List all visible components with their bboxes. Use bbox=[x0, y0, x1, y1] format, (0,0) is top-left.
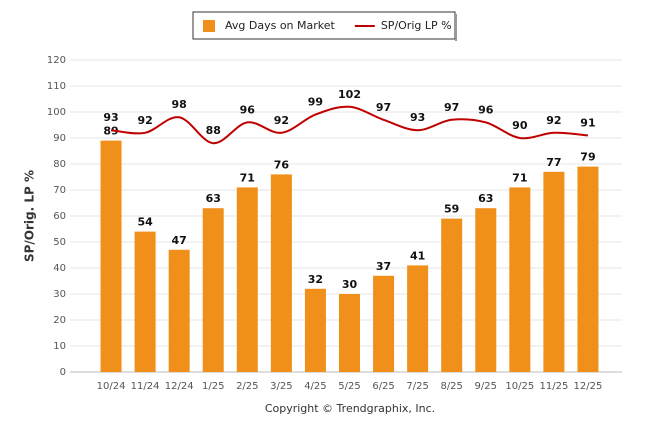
x-tick-label: 1/25 bbox=[202, 381, 224, 392]
bar bbox=[236, 187, 258, 372]
x-tick-label: 10/24 bbox=[97, 381, 126, 392]
bar-value-label: 71 bbox=[240, 171, 255, 184]
bar-value-label: 63 bbox=[478, 192, 493, 205]
x-tick-label: 12/25 bbox=[574, 381, 603, 392]
bar bbox=[202, 208, 224, 372]
legend-label: SP/Orig LP % bbox=[381, 19, 452, 32]
x-tick-label: 12/24 bbox=[165, 381, 194, 392]
line-value-label: 96 bbox=[478, 103, 494, 116]
bar-value-label: 54 bbox=[137, 216, 153, 229]
line-value-label: 97 bbox=[376, 101, 391, 114]
x-tick-label: 3/25 bbox=[270, 381, 292, 392]
bar-value-label: 30 bbox=[342, 278, 358, 291]
y-tick-label: 120 bbox=[47, 55, 66, 66]
legend-label: Avg Days on Market bbox=[225, 19, 336, 32]
line bbox=[110, 105, 589, 145]
legend-shadow bbox=[455, 14, 457, 41]
y-tick-label: 110 bbox=[47, 81, 66, 92]
bar bbox=[134, 231, 156, 372]
x-tick-label: 6/25 bbox=[372, 381, 394, 392]
line-value-label: 92 bbox=[137, 114, 152, 127]
bar bbox=[441, 218, 463, 372]
line-value-label: 90 bbox=[512, 119, 528, 132]
x-tick-label: 4/25 bbox=[304, 381, 326, 392]
line-value-label: 92 bbox=[546, 114, 561, 127]
line-value-label: 91 bbox=[580, 116, 595, 129]
line-value-label: 97 bbox=[444, 101, 459, 114]
line-value-label: 99 bbox=[308, 96, 323, 109]
bar bbox=[509, 187, 531, 372]
bar bbox=[100, 140, 122, 372]
bar bbox=[304, 288, 326, 372]
bar-value-label: 79 bbox=[580, 151, 595, 164]
footer: Copyright © Trendgraphix, Inc. bbox=[265, 402, 435, 415]
bar bbox=[475, 208, 497, 372]
line-value-label: 102 bbox=[338, 88, 361, 101]
x-tick-label: 2/25 bbox=[236, 381, 258, 392]
line-value-label: 88 bbox=[206, 124, 221, 137]
y-tick-label: 90 bbox=[53, 133, 66, 144]
line-value-label: 96 bbox=[240, 103, 256, 116]
y-tick-label: 10 bbox=[53, 341, 66, 352]
y-tick-label: 50 bbox=[53, 237, 66, 248]
bar bbox=[543, 171, 565, 372]
y-tick-label: 80 bbox=[53, 159, 66, 170]
bar bbox=[577, 166, 599, 372]
x-tick-label: 5/25 bbox=[338, 381, 360, 392]
bar-value-label: 47 bbox=[172, 234, 187, 247]
bar-value-label: 76 bbox=[274, 158, 290, 171]
bar-value-label: 71 bbox=[512, 171, 527, 184]
legend-box bbox=[192, 11, 456, 40]
y-tick-label: 0 bbox=[60, 367, 66, 378]
x-tick-label: 10/25 bbox=[505, 381, 534, 392]
bar-value-label: 37 bbox=[376, 260, 391, 273]
y-tick-label: 100 bbox=[47, 107, 66, 118]
y-axis-label: SP/Orig. LP % bbox=[23, 170, 37, 262]
bar bbox=[270, 174, 292, 372]
bar bbox=[339, 294, 360, 372]
line-value-label: 93 bbox=[103, 111, 118, 124]
line-value-label: 98 bbox=[172, 98, 187, 111]
y-tick-label: 40 bbox=[53, 263, 66, 274]
bar bbox=[407, 265, 429, 372]
y-tick-label: 70 bbox=[53, 185, 66, 196]
bar-value-label: 77 bbox=[546, 156, 561, 169]
y-tick-label: 60 bbox=[53, 211, 66, 222]
x-tick-label: 8/25 bbox=[440, 381, 462, 392]
bar bbox=[373, 275, 395, 372]
x-tick-label: 11/24 bbox=[131, 381, 160, 392]
bar-value-label: 63 bbox=[206, 192, 221, 205]
bar-value-label: 41 bbox=[410, 249, 425, 262]
x-tick-label: 7/25 bbox=[406, 381, 428, 392]
bar-value-label: 32 bbox=[308, 273, 323, 286]
line-value-label: 93 bbox=[410, 111, 425, 124]
y-tick-label: 20 bbox=[53, 315, 66, 326]
line-value-label: 92 bbox=[274, 114, 289, 127]
x-tick-label: 11/25 bbox=[539, 381, 568, 392]
y-tick-label: 30 bbox=[53, 289, 66, 300]
legend-swatch bbox=[203, 20, 215, 32]
x-tick-label: 9/25 bbox=[475, 381, 497, 392]
bar bbox=[168, 249, 190, 372]
bar-value-label: 59 bbox=[444, 203, 459, 216]
